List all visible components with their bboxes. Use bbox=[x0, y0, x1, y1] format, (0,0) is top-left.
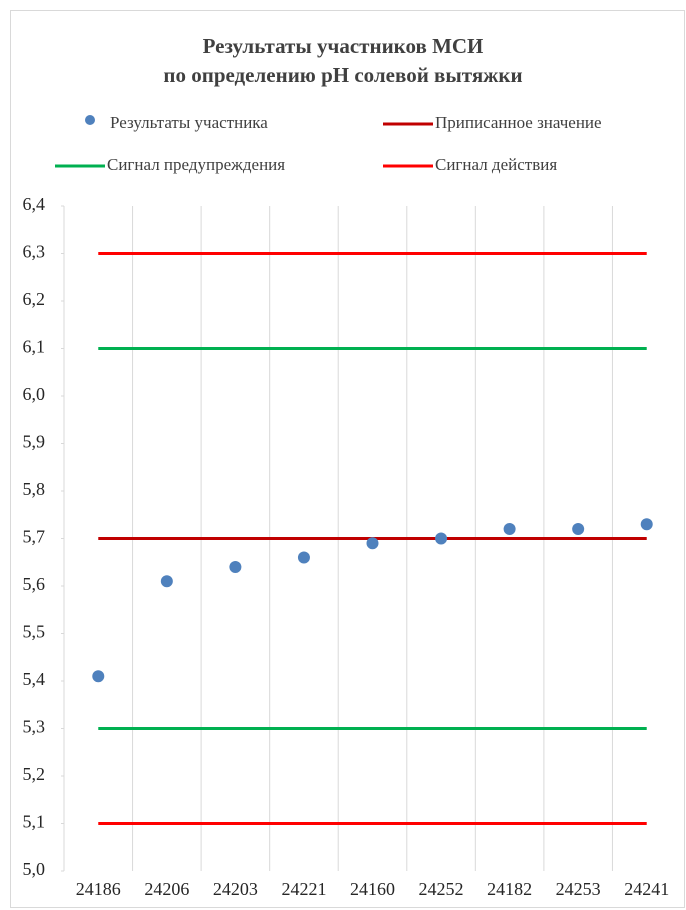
data-point bbox=[297, 551, 310, 564]
y-tick-label: 5,9 bbox=[23, 432, 46, 452]
data-point bbox=[366, 537, 379, 550]
y-tick-label: 6,0 bbox=[23, 384, 46, 404]
chart-frame bbox=[10, 10, 685, 908]
x-tick-label: 24221 bbox=[281, 879, 326, 899]
y-tick-label: 5,0 bbox=[23, 859, 46, 879]
y-tick-label: 5,1 bbox=[23, 812, 46, 832]
data-point bbox=[640, 518, 653, 531]
y-tick-label: 6,1 bbox=[23, 337, 46, 357]
data-point bbox=[435, 532, 448, 545]
x-tick-label: 24241 bbox=[624, 879, 669, 899]
y-tick-label: 5,4 bbox=[23, 669, 46, 689]
y-tick-label: 5,8 bbox=[23, 479, 46, 499]
x-tick-label: 24253 bbox=[556, 879, 601, 899]
data-point bbox=[503, 523, 516, 535]
data-point bbox=[229, 561, 242, 573]
data-point bbox=[92, 670, 105, 683]
chart-title: Результаты участников МСИ bbox=[203, 34, 484, 58]
y-tick-label: 6,3 bbox=[23, 242, 46, 262]
legend-label: Сигнал действия bbox=[435, 155, 557, 174]
x-tick-label: 24186 bbox=[76, 879, 121, 899]
data-point bbox=[572, 523, 585, 535]
legend-marker bbox=[85, 115, 95, 125]
x-tick-label: 24160 bbox=[350, 879, 395, 899]
legend-label: Результаты участника bbox=[110, 113, 268, 132]
chart-title: по определению рН солевой вытяжки bbox=[163, 63, 522, 87]
x-tick-label: 24182 bbox=[487, 879, 532, 899]
y-tick-label: 5,6 bbox=[23, 574, 46, 594]
x-tick-label: 24252 bbox=[419, 879, 464, 899]
y-tick-label: 6,2 bbox=[23, 289, 46, 309]
y-tick-label: 5,3 bbox=[23, 717, 46, 737]
data-point bbox=[160, 575, 173, 588]
legend-label: Приписанное значение bbox=[435, 113, 602, 132]
x-tick-label: 24203 bbox=[213, 879, 258, 899]
y-tick-label: 5,7 bbox=[23, 527, 46, 547]
y-tick-label: 5,5 bbox=[23, 622, 46, 642]
x-tick-label: 24206 bbox=[144, 879, 189, 899]
y-tick-label: 5,2 bbox=[23, 764, 46, 784]
legend-label: Сигнал предупреждения bbox=[107, 155, 285, 174]
y-tick-label: 6,4 bbox=[23, 194, 46, 214]
